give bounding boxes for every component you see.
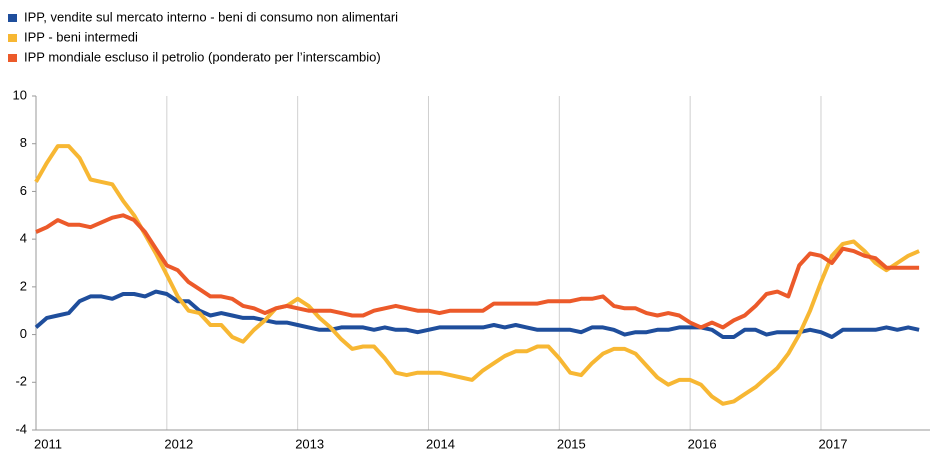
x-tick-label: 2014 — [426, 436, 455, 451]
legend-label: IPP, vendite sul mercato interno - beni … — [24, 9, 398, 24]
legend-swatch — [8, 14, 17, 22]
y-tick-label: 2 — [20, 278, 27, 293]
legend-swatch — [8, 34, 17, 42]
x-tick-label: 2011 — [34, 436, 62, 451]
x-tick-label: 2015 — [557, 436, 586, 451]
legend-label: IPP - beni intermedi — [24, 29, 138, 44]
x-tick-label: 2017 — [819, 436, 848, 451]
y-tick-label: 0 — [20, 326, 27, 341]
x-tick-label: 2012 — [164, 436, 193, 451]
x-tick-label: 2013 — [295, 436, 324, 451]
legend-label: IPP mondiale escluso il petrolio (ponder… — [24, 49, 381, 64]
series-line — [34, 144, 920, 406]
x-tick-label: 2016 — [688, 436, 717, 451]
y-tick-label: 8 — [20, 135, 27, 150]
y-tick-label: 10 — [13, 87, 27, 102]
y-tick-label: -2 — [15, 374, 27, 389]
y-tick-label: -4 — [15, 421, 27, 436]
series-line — [35, 213, 920, 330]
y-tick-label: 6 — [20, 183, 27, 198]
series-line — [34, 289, 920, 339]
y-tick-label: 4 — [20, 231, 27, 246]
legend-swatch — [8, 54, 17, 62]
